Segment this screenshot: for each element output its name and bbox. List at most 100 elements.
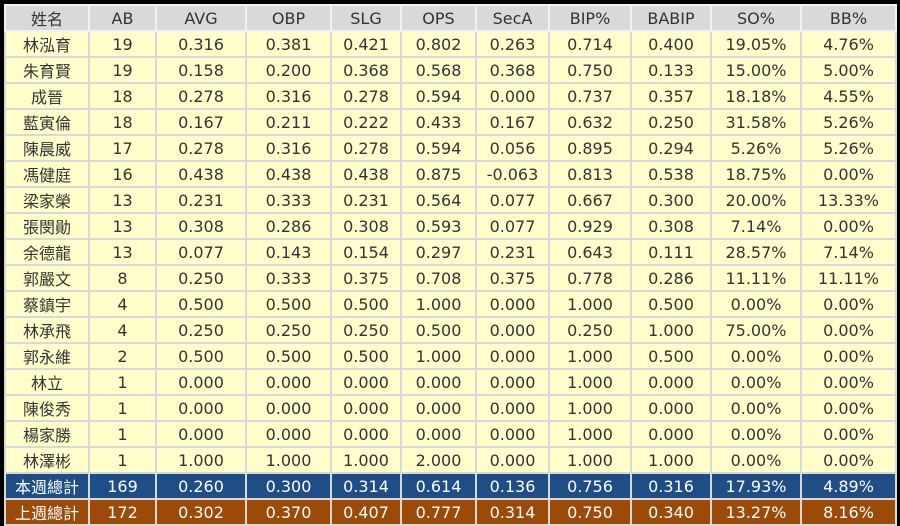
stat-cell: 4.55% [800, 82, 897, 110]
player-name-cell: 林承飛 [4, 316, 90, 344]
table-row: 余德龍 13 0.077 0.143 0.154 0.297 0.231 0.643 0.111… [4, 238, 897, 266]
stat-cell: 0.500 [630, 290, 712, 318]
stat-cell: 19.05% [710, 30, 802, 58]
stat-cell: -0.063 [475, 160, 550, 188]
stat-cell: 0.000 [630, 394, 712, 422]
stat-cell: 0.278 [155, 82, 247, 110]
stat-cell: 0.643 [548, 238, 632, 266]
stat-cell: 0.00% [800, 212, 897, 240]
stat-cell: 17.93% [710, 472, 802, 500]
column-header-seca: SecA [475, 4, 550, 32]
stat-cell: 4 [88, 316, 157, 344]
table-row: 張閔勛 13 0.308 0.286 0.308 0.593 0.077 0.929 0.308… [4, 212, 897, 240]
stat-cell: 0.500 [245, 290, 332, 318]
stat-cell: 0.297 [400, 238, 477, 266]
stat-cell: 1.000 [548, 394, 632, 422]
player-name-cell: 藍寅倫 [4, 108, 90, 136]
stat-cell: 1.000 [630, 446, 712, 474]
stat-cell: 0.00% [800, 368, 897, 396]
stat-cell: 0.00% [800, 420, 897, 448]
stat-cell: 1.000 [548, 368, 632, 396]
stat-cell: 0.000 [245, 368, 332, 396]
stat-cell: 0.340 [630, 498, 712, 526]
stat-cell: 0.158 [155, 56, 247, 84]
stat-cell: 0.568 [400, 56, 477, 84]
stat-cell: 0.000 [475, 82, 550, 110]
stat-cell: 0.000 [245, 420, 332, 448]
stat-cell: 0.00% [800, 316, 897, 344]
stat-cell: 7.14% [710, 212, 802, 240]
stat-cell: 0.231 [330, 186, 402, 214]
stat-cell: 0.000 [155, 394, 247, 422]
table-row: 郭永維 2 0.500 0.500 0.500 1.000 0.000 1.000 0.500 0… [4, 342, 897, 370]
stat-cell: 19 [88, 30, 157, 58]
stat-cell: 0.500 [245, 342, 332, 370]
stat-cell: 1.000 [548, 446, 632, 474]
table-row: 林立 1 0.000 0.000 0.000 0.000 0.000 1.000 0.000 0.… [4, 368, 897, 396]
stat-cell: 0.000 [475, 316, 550, 344]
stat-cell: 0.438 [245, 160, 332, 188]
stat-cell: 18 [88, 82, 157, 110]
table-row: 朱育賢 19 0.158 0.200 0.368 0.568 0.368 0.750 0.133… [4, 56, 897, 84]
stat-cell: 0.056 [475, 134, 550, 162]
stat-cell: 0.895 [548, 134, 632, 162]
stat-cell: 0.438 [155, 160, 247, 188]
column-header-ops: OPS [400, 4, 477, 32]
stat-cell: 31.58% [710, 108, 802, 136]
column-header-ab: AB [88, 4, 157, 32]
player-name-cell: 林澤彬 [4, 446, 90, 474]
stat-cell: 0.333 [245, 264, 332, 292]
stat-cell: 4.76% [800, 30, 897, 58]
stat-cell: 0.308 [330, 212, 402, 240]
table-row: 林澤彬 1 1.000 1.000 1.000 2.000 0.000 1.000 1.000 0… [4, 446, 897, 474]
stat-cell: 0.077 [475, 212, 550, 240]
stat-cell: 0.167 [475, 108, 550, 136]
stat-cell: 0.263 [475, 30, 550, 58]
stat-cell: 0.250 [245, 316, 332, 344]
stat-cell: 0.667 [548, 186, 632, 214]
stat-cell: 0.000 [475, 420, 550, 448]
stat-cell: 1.000 [400, 342, 477, 370]
stat-cell: 0.316 [630, 472, 712, 500]
stat-cell: 0.368 [475, 56, 550, 84]
stat-cell: 7.14% [800, 238, 897, 266]
stat-cell: 0.000 [400, 394, 477, 422]
stat-cell: 0.302 [155, 498, 247, 526]
stat-cell: 1.000 [330, 446, 402, 474]
stat-cell: 13.27% [710, 498, 802, 526]
stat-cell: 0.00% [800, 394, 897, 422]
stat-cell: 19 [88, 56, 157, 84]
stat-cell: 0.260 [155, 472, 247, 500]
stat-cell: 2 [88, 342, 157, 370]
stat-cell: 0.433 [400, 108, 477, 136]
this-week-total-row: 本週總計 169 0.260 0.300 0.314 0.614 0.136 0.756 0.3… [4, 472, 897, 500]
stat-cell: 18.18% [710, 82, 802, 110]
stat-cell: 0.000 [330, 394, 402, 422]
player-name-cell: 余德龍 [4, 238, 90, 266]
stat-cell: 0.200 [245, 56, 332, 84]
column-header-bb-pct: BB% [800, 4, 897, 32]
stat-cell: 0.333 [245, 186, 332, 214]
stat-cell: 0.231 [155, 186, 247, 214]
stat-cell: 13 [88, 212, 157, 240]
header-row: 姓名 AB AVG OBP SLG OPS SecA BIP% BABIP SO% BB% [4, 4, 897, 32]
column-header-so-pct: SO% [710, 4, 802, 32]
stat-cell: 0.314 [475, 498, 550, 526]
player-name-cell: 本週總計 [4, 472, 90, 500]
stat-cell: 0.250 [630, 108, 712, 136]
stat-cell: 0.250 [548, 316, 632, 344]
stat-cell: 0.316 [245, 82, 332, 110]
player-name-cell: 梁家榮 [4, 186, 90, 214]
player-name-cell: 林立 [4, 368, 90, 396]
table-row: 林泓育 19 0.316 0.381 0.421 0.802 0.263 0.714 0.400… [4, 30, 897, 58]
stat-cell: 0.314 [330, 472, 402, 500]
stat-cell: 0.000 [330, 368, 402, 396]
stat-cell: 0.250 [155, 264, 247, 292]
stat-cell: 1 [88, 368, 157, 396]
stat-cell: 0.632 [548, 108, 632, 136]
stat-cell: 0.00% [710, 446, 802, 474]
table-row: 陳俊秀 1 0.000 0.000 0.000 0.000 0.000 1.000 0.000 0… [4, 394, 897, 422]
stat-cell: 0.750 [548, 498, 632, 526]
stat-cell: 0.00% [710, 342, 802, 370]
stat-cell: 0.286 [245, 212, 332, 240]
